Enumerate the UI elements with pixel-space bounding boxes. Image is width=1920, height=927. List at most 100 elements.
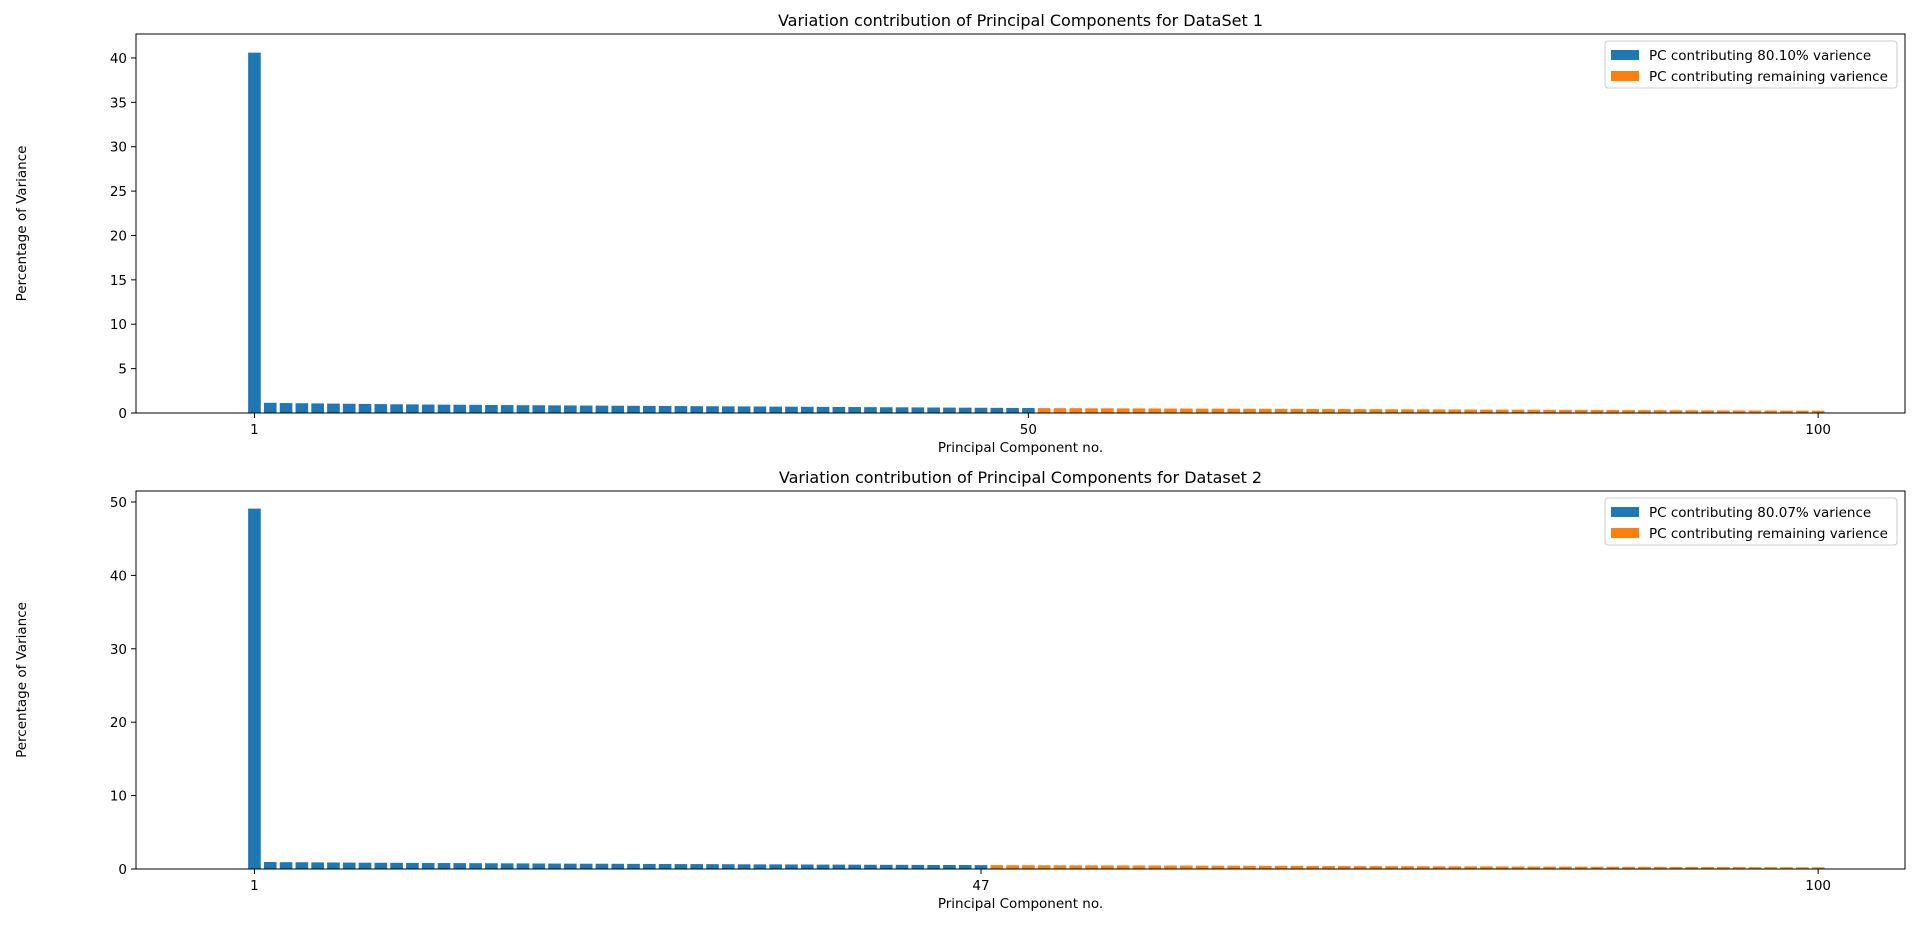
chart2-bar-16: [485, 863, 498, 869]
chart1-ytick-label-20: 20: [110, 228, 127, 244]
chart2-bar-66: [1274, 865, 1288, 869]
chart1-bar-47: [974, 407, 988, 413]
chart1-bar-39: [848, 407, 861, 413]
chart2-bar-79: [1480, 866, 1493, 869]
chart2-bar-83: [1543, 866, 1556, 869]
chart1-legend-label-1: PC contributing 80.10% varience: [1649, 48, 1871, 64]
chart2-bar-40: [864, 864, 877, 869]
chart2-legend-box: [1604, 497, 1898, 546]
chart1-bar-83: [1543, 409, 1556, 413]
chart2-bar-75: [1416, 866, 1430, 869]
chart1-bar-19: [532, 405, 546, 413]
chart2-bar-94: [1717, 867, 1730, 869]
chart1-bar-59: [1164, 408, 1177, 413]
chart2-bar-29: [690, 864, 704, 869]
chart2-bar-7: [342, 862, 356, 869]
chart2-bar-54: [1085, 865, 1098, 869]
chart2-bar-37: [816, 864, 830, 869]
chart1-bar-8: [358, 403, 372, 413]
chart1-bar-22: [579, 405, 593, 413]
chart2-bar-67: [1290, 865, 1304, 869]
chart2-bar-88: [1622, 866, 1635, 869]
chart1-bar-54: [1085, 408, 1098, 413]
chart1-bar-7: [342, 403, 356, 413]
chart1-bar-51: [1037, 408, 1051, 413]
chart1-xtick-label-100: 100: [1805, 422, 1831, 438]
chart2-bar-43: [911, 864, 925, 869]
chart2-bar-86: [1590, 866, 1604, 869]
chart2-bar-99: [1796, 867, 1809, 869]
chart2-bar-92: [1685, 866, 1699, 869]
chart1-bar-86: [1590, 409, 1604, 413]
chart2-bar-22: [579, 863, 593, 869]
chart1-bar-67: [1290, 408, 1304, 413]
chart1-bar-80: [1495, 409, 1509, 413]
chart1-bar-33: [753, 406, 767, 413]
chart2-ytick-label-10: 10: [110, 789, 127, 805]
chart2-bar-77: [1448, 866, 1462, 869]
chart1-bar-75: [1416, 409, 1430, 413]
chart2-bar-81: [1511, 866, 1525, 869]
chart2-bar-60: [1180, 865, 1193, 869]
chart1-ytick-label-30: 30: [110, 140, 127, 156]
chart1-bar-28: [674, 406, 688, 413]
chart2-legend-swatch-2: [1611, 528, 1639, 538]
chart1-bar-87: [1606, 409, 1620, 413]
chart2-bar-91: [1669, 866, 1683, 869]
chart1-bar-5: [311, 403, 324, 413]
chart2-xtick-label-47: 47: [972, 878, 989, 894]
chart2-bar-53: [1069, 865, 1083, 869]
chart2-bar-45: [943, 864, 956, 869]
chart1-bar-53: [1069, 408, 1083, 413]
chart1-bar-84: [1559, 409, 1572, 413]
chart1-bar-17: [500, 405, 514, 413]
chart2-bar-61: [1195, 865, 1209, 869]
chart1-bar-90: [1653, 410, 1667, 413]
chart1-ylabel: Percentage of Variance: [14, 146, 30, 302]
chart2-bar-96: [1748, 867, 1762, 869]
chart2-bar-21: [564, 863, 577, 869]
chart2-xtick-label-1: 1: [250, 878, 259, 894]
chart1-bar-10: [390, 404, 403, 413]
chart2-bar-63: [1227, 865, 1241, 869]
chart1-bar-48: [990, 407, 1004, 413]
chart1-bar-26: [643, 405, 656, 413]
chart2-series-1: [248, 508, 988, 869]
chart2-bar-48: [990, 865, 1004, 869]
chart2-bar-59: [1164, 865, 1177, 869]
chart1-bar-35: [785, 406, 798, 413]
chart1: 0 5 10 15 20 25 30 35 40 1 50 100 Variation contribu…: [14, 11, 1906, 456]
chart2-bar-98: [1780, 867, 1793, 869]
chart1-xlabel: Principal Component no.: [938, 440, 1103, 456]
chart1-bar-97: [1764, 410, 1778, 413]
chart1-bar-4: [295, 403, 309, 413]
chart1-bar-85: [1574, 409, 1588, 413]
chart1-bar-37: [816, 406, 830, 413]
chart2-bar-80: [1495, 866, 1509, 869]
chart1-bar-72: [1369, 409, 1383, 413]
chart2-bar-44: [927, 864, 940, 869]
chart1-bar-96: [1748, 410, 1762, 413]
chart1-bar-65: [1259, 408, 1272, 413]
chart1-bar-41: [879, 407, 893, 413]
chart2-bar-97: [1764, 867, 1778, 869]
chart1-bar-9: [374, 404, 388, 413]
chart2-xlabel: Principal Component no.: [938, 896, 1103, 912]
chart2-ytick-label-20: 20: [110, 715, 127, 731]
chart1-bar-20: [548, 405, 561, 413]
chart2-series-2: [990, 865, 1825, 869]
chart1-bar-88: [1622, 410, 1635, 413]
chart1-bar-31: [721, 406, 735, 413]
chart1-bar-30: [706, 406, 719, 413]
chart1-bar-3: [279, 403, 293, 413]
chart1-bar-16: [485, 405, 498, 413]
chart2-ylabel: Percentage of Variance: [14, 602, 30, 758]
chart2-ytick-label-30: 30: [110, 642, 127, 658]
chart1-bar-76: [1432, 409, 1446, 413]
chart1-bar-68: [1306, 409, 1320, 413]
chart2-title: Variation contribution of Principal Comp…: [779, 468, 1262, 487]
chart2-bar-18: [516, 863, 530, 869]
chart1-bar-50: [1022, 408, 1035, 413]
chart2-bar-27: [658, 864, 672, 869]
chart1-bar-74: [1401, 409, 1414, 413]
